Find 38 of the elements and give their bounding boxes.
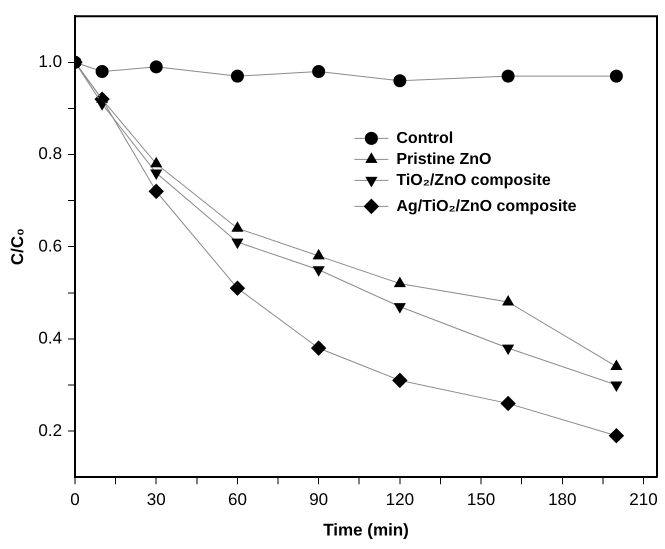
y-tick-label: 0.2 [38, 420, 62, 440]
x-tick-label: 120 [386, 490, 414, 510]
point [610, 360, 622, 370]
point [230, 70, 244, 83]
point [610, 70, 623, 83]
point [150, 60, 163, 74]
point [392, 372, 408, 388]
point [232, 222, 244, 232]
x-tick-label: 60 [228, 490, 247, 510]
y-tick-label: 1.0 [38, 52, 62, 71]
point [312, 65, 326, 78]
y-tick-label: 0.4 [38, 328, 62, 348]
point [608, 428, 624, 444]
point [150, 157, 162, 168]
x-tick-label: 210 [629, 490, 658, 510]
point [148, 184, 164, 199]
point [393, 74, 406, 88]
legend-label: TiO₂/ZnO composite [396, 172, 551, 189]
point [502, 296, 514, 306]
legend-label: Control [396, 130, 454, 147]
point [500, 396, 516, 411]
point [312, 249, 324, 260]
y-tick-label: 0.6 [38, 236, 62, 256]
point [96, 65, 109, 78]
y-axis-title: C/C₀ [8, 228, 27, 266]
x-tick-label: 30 [146, 490, 166, 510]
legend-label: Ag/TiO₂/ZnO composite [396, 198, 577, 215]
point [311, 340, 326, 356]
x-tick-label: 90 [309, 490, 328, 510]
x-tick-label: 150 [466, 490, 496, 510]
x-axis-title: Time (min) [323, 520, 409, 540]
x-tick-label: 0 [70, 490, 80, 510]
point [394, 277, 406, 288]
legend-label: Pristine ZnO [396, 150, 492, 168]
x-tick-label: 180 [548, 490, 576, 510]
point [502, 70, 515, 83]
point [230, 280, 245, 296]
y-tick-label: 0.8 [38, 144, 62, 164]
